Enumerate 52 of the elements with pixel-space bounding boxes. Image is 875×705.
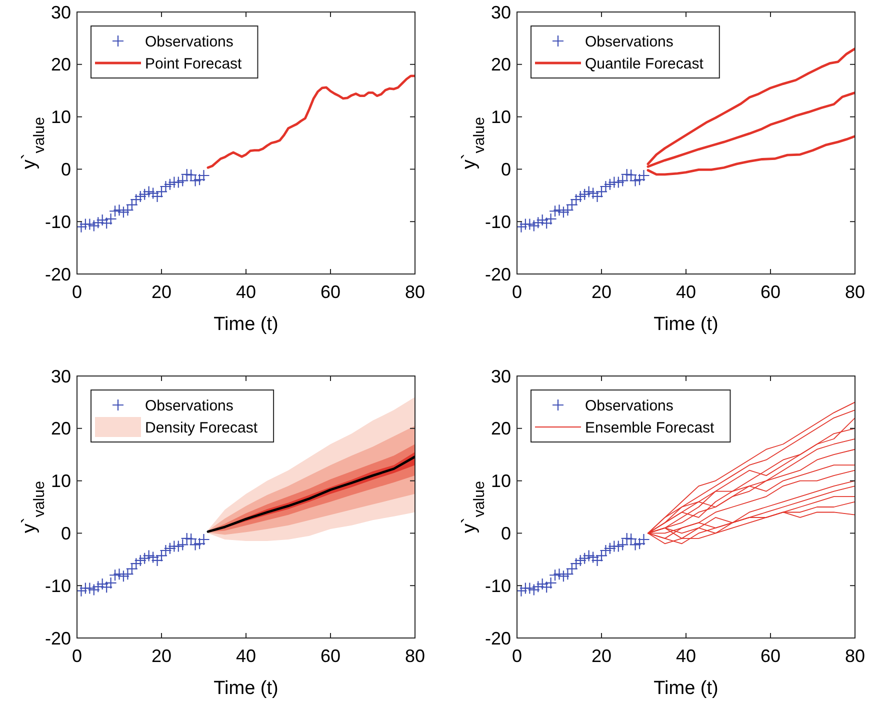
x-tick-label: 20 [151, 646, 172, 666]
y-tick-label: 20 [490, 54, 511, 75]
x-tick-label: 40 [676, 646, 696, 666]
y-tick-label: 30 [490, 366, 511, 386]
y-tick-label: -20 [484, 628, 511, 648]
y-tick-label: -10 [44, 212, 71, 232]
x-tick-label: 20 [591, 646, 612, 666]
x-tick-label: 80 [844, 646, 866, 666]
x-tick-label: 60 [320, 646, 341, 666]
x-tick-label: 80 [404, 282, 426, 302]
y-tick-label: 10 [490, 107, 511, 128]
x-tick-label: 20 [591, 282, 612, 302]
x-tick-label: 40 [676, 282, 696, 302]
y-tick-label: -10 [484, 576, 511, 596]
y-tick-label: 30 [490, 2, 511, 22]
y-tick-label: -20 [44, 264, 71, 284]
x-tick-label: 20 [151, 282, 172, 302]
y-tick-label: 0 [60, 160, 71, 180]
x-tick-label: 60 [320, 282, 341, 302]
y-tick-label: 10 [490, 471, 511, 492]
y-tick-label: -10 [44, 576, 71, 596]
legend-label: Density Forecast [145, 419, 258, 436]
x-tick-label: 80 [404, 646, 426, 666]
legend-label: Observations [585, 397, 674, 414]
y-tick-label: 30 [50, 2, 71, 22]
x-tick-label: 80 [844, 282, 866, 302]
legend-label: Ensemble Forecast [585, 419, 716, 436]
y-tick-label: 0 [500, 524, 511, 544]
legend-label: Observations [145, 33, 234, 50]
y-tick-label: 0 [60, 524, 71, 544]
y-tick-label: 0 [500, 160, 511, 180]
x-axis-title: Time (t) [654, 314, 718, 335]
y-tick-label: -10 [484, 212, 511, 232]
x-axis-title: Time (t) [214, 314, 278, 335]
y-tick-label: 20 [50, 418, 71, 439]
x-axis-title: Time (t) [654, 678, 718, 699]
x-tick-label: 60 [760, 646, 781, 666]
legend-label: Quantile Forecast [585, 55, 704, 72]
y-tick-label: 20 [490, 418, 511, 439]
x-tick-label: 60 [760, 282, 781, 302]
y-tick-label: 30 [50, 366, 71, 386]
y-tick-label: -20 [484, 264, 511, 284]
y-tick-label: 10 [50, 471, 71, 492]
legend-label: Observations [145, 397, 234, 414]
x-tick-label: 40 [236, 646, 256, 666]
y-tick-label: 20 [50, 54, 71, 75]
legend-label: Point Forecast [145, 55, 243, 72]
x-axis-title: Time (t) [214, 678, 278, 699]
legend-label: Observations [585, 33, 674, 50]
y-tick-label: -20 [44, 628, 71, 648]
y-tick-label: 10 [50, 107, 71, 128]
x-tick-label: 40 [236, 282, 256, 302]
